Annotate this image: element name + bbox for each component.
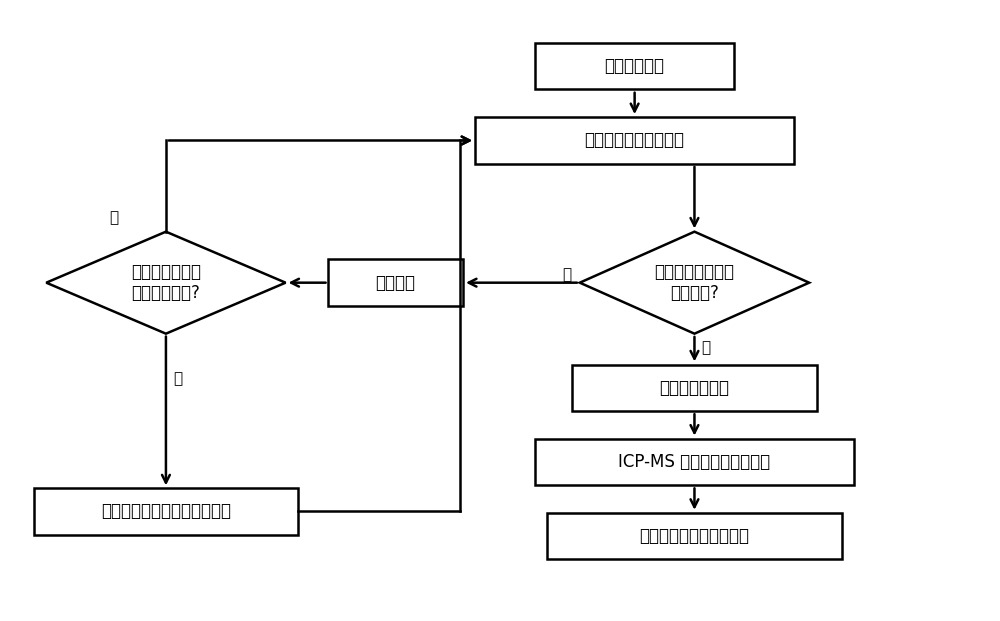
Polygon shape: [580, 232, 809, 333]
Bar: [547, 513, 842, 560]
Bar: [328, 260, 463, 306]
Text: 方法有效性考察: 方法有效性考察: [659, 379, 729, 397]
Text: 是: 是: [173, 371, 182, 386]
Text: 是否为环境、器
皿、试剂因素?: 是否为环境、器 皿、试剂因素?: [131, 263, 201, 302]
Text: 否: 否: [109, 211, 118, 225]
Text: 分析原因: 分析原因: [375, 274, 415, 292]
Bar: [535, 43, 734, 89]
Text: 是: 是: [701, 340, 711, 355]
Bar: [475, 117, 794, 164]
Text: 转换成样品的放射性活度: 转换成样品的放射性活度: [639, 527, 749, 545]
Bar: [535, 439, 854, 485]
Polygon shape: [46, 232, 286, 333]
Bar: [572, 365, 817, 411]
Text: 否: 否: [563, 267, 572, 282]
Text: 各项空白是否达到
预期目标?: 各项空白是否达到 预期目标?: [654, 263, 734, 302]
Text: 改善环境、器皿、试剂等因素: 改善环境、器皿、试剂等因素: [101, 502, 231, 520]
Bar: [34, 488, 298, 535]
Text: 样品前处理方法的选择: 样品前处理方法的选择: [585, 132, 685, 150]
Text: ICP-MS 检测样品中元素含量: ICP-MS 检测样品中元素含量: [618, 453, 771, 471]
Text: 有机玻璃样品: 有机玻璃样品: [605, 57, 665, 75]
